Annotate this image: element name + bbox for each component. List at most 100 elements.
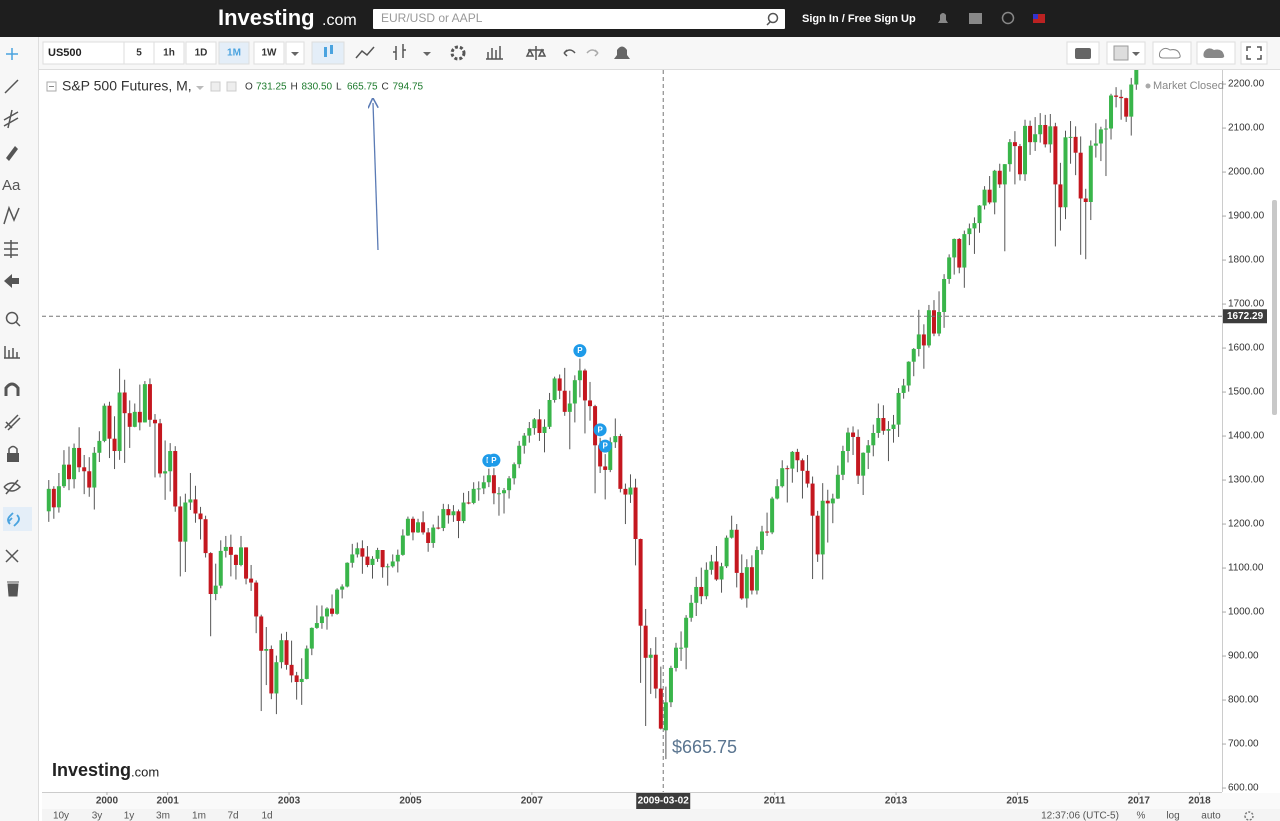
scale-option[interactable]: log [1166, 811, 1179, 821]
undo-button[interactable] [563, 49, 576, 57]
prediction-tool[interactable] [4, 240, 18, 258]
interval-button[interactable] [218, 41, 250, 65]
redo-button[interactable] [586, 49, 599, 57]
candle-body [658, 688, 663, 729]
scale-option[interactable]: auto [1201, 811, 1221, 821]
candle-body [906, 361, 911, 386]
candle-body [942, 278, 947, 312]
stay-drawing-tool[interactable] [4, 414, 21, 431]
interval-label[interactable]: 1h [163, 48, 175, 59]
candle-body [426, 532, 431, 543]
candle-body [56, 486, 61, 508]
range-button[interactable]: 1m [192, 811, 206, 821]
candle-body [299, 678, 304, 683]
footer-settings[interactable] [1244, 811, 1254, 821]
load-button[interactable] [1152, 41, 1192, 65]
candle-body [1088, 145, 1093, 202]
interval-label[interactable]: 1D [195, 48, 208, 59]
candles-button[interactable] [311, 41, 345, 65]
candle-body [684, 617, 689, 648]
candle-body [577, 370, 582, 381]
trash-tool[interactable] [7, 581, 19, 597]
flag-icon-canton [1033, 14, 1038, 19]
collapse-legend[interactable] [46, 81, 57, 92]
candle-body [876, 418, 881, 433]
interval-button[interactable] [153, 41, 185, 65]
legend-settings[interactable] [210, 81, 221, 92]
brush-tool[interactable] [6, 146, 18, 161]
remove-tool[interactable] [4, 274, 19, 288]
trendline-tool[interactable] [4, 79, 19, 94]
candle-body [896, 392, 901, 425]
scale-option[interactable]: % [1137, 811, 1146, 821]
range-button[interactable]: 1d [261, 811, 272, 821]
candle-body [269, 649, 274, 694]
candle-body [238, 547, 243, 565]
measure-tool[interactable] [4, 346, 20, 359]
interval-label[interactable]: 1M [227, 48, 241, 59]
range-button[interactable]: 7d [227, 811, 238, 821]
line-chart-button[interactable] [355, 46, 375, 59]
candle-body [1083, 198, 1088, 202]
candle-body [931, 310, 936, 334]
event-marker[interactable] [593, 423, 607, 437]
candle-body [704, 569, 709, 597]
candle-icon [330, 45, 333, 54]
scrollbar[interactable] [1272, 200, 1277, 415]
range-button[interactable]: 3m [156, 811, 170, 821]
hide-tool[interactable] [3, 479, 22, 495]
bars-button[interactable] [393, 44, 406, 60]
interval-button[interactable] [253, 41, 285, 65]
flag-icon[interactable] [1033, 14, 1045, 23]
fib-tool[interactable] [3, 109, 19, 129]
interval-label[interactable]: 5 [136, 48, 142, 59]
legend-close[interactable] [226, 81, 237, 92]
candle-body [881, 418, 886, 431]
pattern-tool[interactable] [3, 205, 20, 225]
event-marker[interactable] [487, 453, 501, 467]
chart-title: S&P 500 Futures, M, [62, 78, 192, 94]
alert-button[interactable] [614, 46, 630, 60]
dropdown-arrow[interactable] [423, 52, 431, 56]
candle-body [365, 556, 370, 565]
candle-body [633, 487, 638, 540]
text-tool[interactable]: Aa [2, 177, 21, 194]
tools-tool[interactable] [5, 549, 19, 563]
candle-icon [324, 47, 327, 57]
event-marker-label: P [597, 425, 603, 434]
portfolio-icon[interactable] [969, 13, 982, 24]
logo[interactable]: Investing [218, 5, 315, 30]
candle-body [491, 475, 496, 494]
logo-suffix[interactable]: .com [322, 12, 357, 29]
clock-icon[interactable] [1001, 11, 1015, 25]
range-button[interactable]: 3y [92, 811, 103, 821]
event-marker[interactable] [573, 344, 587, 358]
candle-body [891, 424, 896, 430]
y-tick-label: 2100.00 [1228, 123, 1265, 134]
candle-body [72, 447, 77, 480]
search-icon[interactable] [767, 12, 779, 24]
event-marker[interactable] [598, 439, 612, 453]
search-box[interactable] [373, 9, 785, 29]
indicators-button[interactable] [486, 46, 503, 60]
zoom-tool[interactable] [5, 311, 19, 325]
title-dropdown[interactable] [196, 86, 204, 90]
interval-button[interactable] [185, 41, 217, 65]
lock-tool[interactable] [7, 453, 19, 462]
candle-body [507, 478, 512, 491]
settings-button[interactable] [450, 45, 466, 61]
range-button[interactable]: 10y [53, 811, 69, 821]
fullscreen-button[interactable] [1240, 41, 1268, 65]
crosshair-tool[interactable] [6, 48, 18, 60]
bell-icon[interactable] [938, 13, 948, 23]
candle-body [734, 529, 739, 573]
candle-body [770, 498, 775, 533]
candle-body [724, 537, 729, 567]
color-swatch [1113, 45, 1129, 61]
range-button[interactable]: 1y [124, 811, 135, 821]
candle-body [198, 513, 203, 520]
compare-button[interactable] [525, 46, 547, 60]
interval-label[interactable]: 1W [262, 48, 278, 59]
sign-in[interactable]: Sign In / Free Sign Up [802, 13, 916, 25]
magnet-tool[interactable] [4, 382, 20, 396]
